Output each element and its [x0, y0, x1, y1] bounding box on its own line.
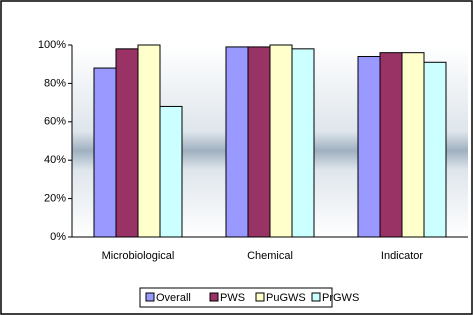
- bar: [358, 57, 380, 237]
- legend: Overall PWS PuGWS PrGWS: [140, 288, 359, 307]
- y-tick-label: 100%: [38, 39, 66, 51]
- x-tick-label: Microbiological: [102, 250, 175, 262]
- x-tick-label: Indicator: [381, 250, 424, 262]
- bar: [116, 49, 138, 237]
- y-tick-label: 40%: [44, 154, 66, 166]
- bar: [248, 47, 270, 237]
- bar: [226, 47, 248, 237]
- legend-swatch: [146, 293, 154, 301]
- bar: [138, 45, 160, 237]
- legend-swatch: [210, 293, 218, 301]
- bar: [402, 53, 424, 237]
- y-tick-label: 80%: [44, 77, 66, 89]
- chart: Overall PWS PuGWS PrGWS 0% 20% 40% 60% 80% 100% M…: [0, 0, 473, 315]
- bar: [292, 49, 314, 237]
- bar: [270, 45, 292, 237]
- legend-label: Overall: [156, 292, 191, 304]
- y-tick-label: 20%: [44, 193, 66, 205]
- bar: [380, 53, 402, 237]
- legend-swatch: [256, 293, 264, 301]
- x-tick-label: Chemical: [247, 250, 293, 262]
- legend-label: PrGWS: [322, 292, 359, 304]
- legend-label: PWS: [220, 292, 245, 304]
- bar: [160, 106, 182, 237]
- bar: [424, 62, 446, 237]
- legend-swatch: [312, 293, 320, 301]
- y-tick-label: 60%: [44, 116, 66, 128]
- y-tick-label: 0%: [50, 231, 66, 243]
- bar: [94, 68, 116, 237]
- legend-label: PuGWS: [266, 292, 306, 304]
